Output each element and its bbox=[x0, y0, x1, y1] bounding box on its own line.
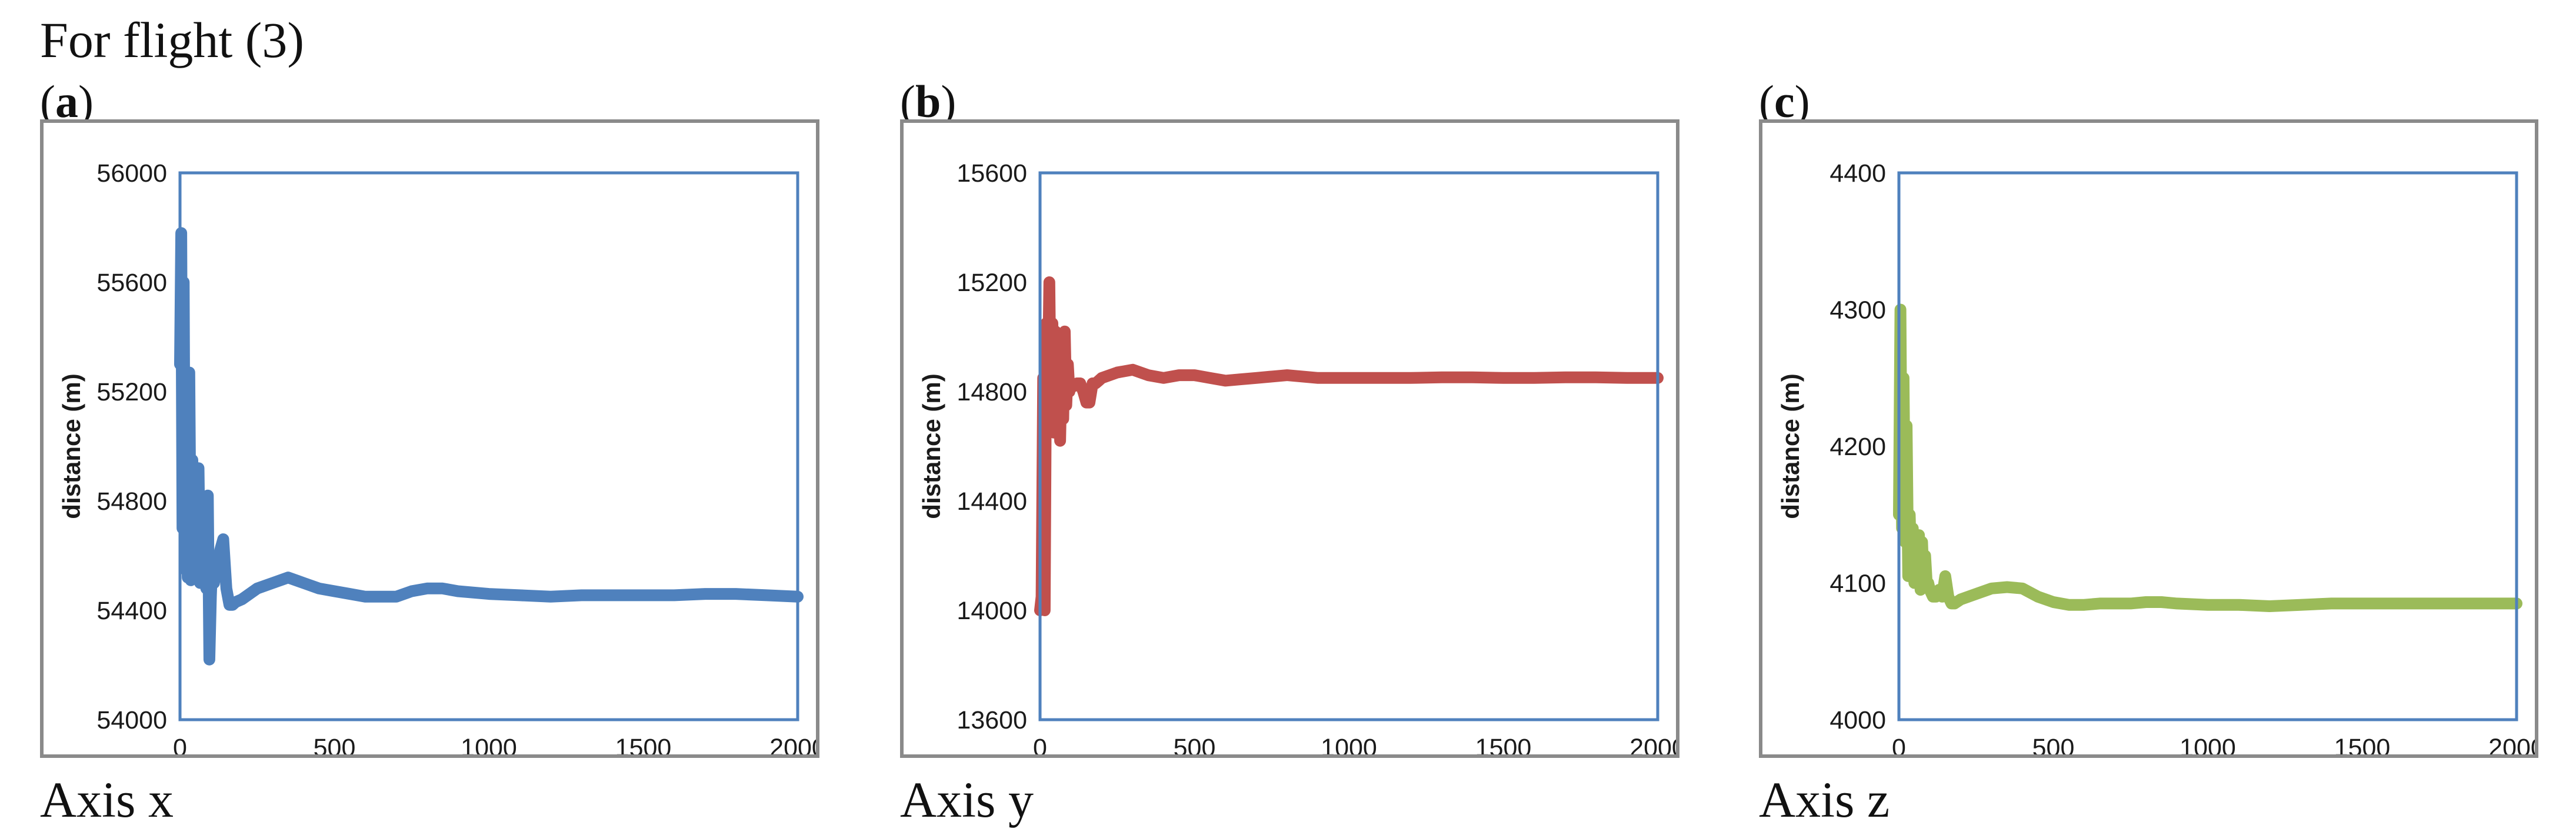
chart-panel-b: 13600 14000 14400 14800 15200 15600 0 500 1000 15… bbox=[900, 119, 1679, 758]
y-tick-label: 4200 bbox=[1829, 433, 1886, 461]
plot-area-border bbox=[1038, 171, 1659, 721]
x-tick-label: 2000 bbox=[769, 734, 816, 754]
y-tick-label: 14000 bbox=[957, 597, 1027, 625]
y-tick-label: 15200 bbox=[957, 269, 1027, 297]
axis-caption-b: Axis y bbox=[900, 771, 1034, 828]
y-tick-label: 13600 bbox=[957, 706, 1027, 734]
x-tick-label: 1000 bbox=[1321, 734, 1377, 754]
x-tick-label: 0 bbox=[1033, 734, 1047, 754]
panel-label-open: ( bbox=[40, 76, 55, 127]
x-tick-label: 0 bbox=[173, 734, 187, 754]
plot-area-border bbox=[178, 171, 799, 721]
panel-label-letter: c bbox=[1774, 76, 1795, 127]
chart-c-svg: 400041004200430044000500100015002000Step… bbox=[1777, 159, 2535, 754]
y-tick-label: 15600 bbox=[957, 159, 1027, 188]
panel-label-open: ( bbox=[900, 76, 915, 127]
panel-label-c: (c) bbox=[1759, 75, 1810, 128]
axis-caption-a: Axis x bbox=[40, 771, 174, 828]
series-line bbox=[1034, 276, 1664, 616]
x-tick-label: 1500 bbox=[2334, 734, 2391, 754]
panel-label-letter: a bbox=[55, 76, 78, 127]
panel-label-letter: b bbox=[915, 76, 941, 127]
axis-caption-c: Axis z bbox=[1759, 771, 1890, 828]
y-tick-label: 14800 bbox=[957, 378, 1027, 406]
x-tick-label: 1500 bbox=[1475, 734, 1532, 754]
y-tick-label: 4100 bbox=[1829, 570, 1886, 598]
y-tick-label: 4300 bbox=[1829, 296, 1886, 325]
chart-panel-c: 400041004200430044000500100015002000Step… bbox=[1759, 119, 2538, 758]
x-tick-label: 500 bbox=[1174, 734, 1216, 754]
chart-panel-a: 54000 54400 54800 55200 55600 56000 0 500 1000 15… bbox=[40, 119, 819, 758]
y-tick-label: 4000 bbox=[1829, 706, 1886, 734]
figure-title: For flight (3) bbox=[40, 12, 305, 68]
panel-label-close: ) bbox=[78, 76, 94, 127]
y-tick-label: 56000 bbox=[96, 159, 167, 188]
panel-label-a: (a) bbox=[40, 75, 94, 128]
x-tick-label: 0 bbox=[1892, 734, 1906, 754]
x-tick-label: 1000 bbox=[461, 734, 517, 754]
panel-label-open: ( bbox=[1759, 76, 1774, 127]
y-tick-label: 14400 bbox=[957, 487, 1027, 516]
panel-label-b: (b) bbox=[900, 75, 956, 128]
y-axis-title: distance (m) bbox=[918, 373, 945, 519]
chart-a-svg: 54000 54400 54800 55200 55600 56000 0 500 1000 15… bbox=[58, 159, 816, 754]
series-line bbox=[174, 227, 804, 666]
x-tick-label: 500 bbox=[314, 734, 356, 754]
y-tick-label: 55600 bbox=[96, 269, 167, 297]
x-tick-label: 1000 bbox=[2180, 734, 2236, 754]
panel-label-close: ) bbox=[941, 76, 957, 127]
x-tick-label: 1500 bbox=[615, 734, 672, 754]
y-axis-title: distance (m) bbox=[1777, 373, 1804, 519]
x-tick-label: 500 bbox=[2032, 734, 2075, 754]
panel-label-close: ) bbox=[1794, 76, 1810, 127]
plot-area-border bbox=[1897, 171, 2518, 721]
x-tick-label: 2000 bbox=[2488, 734, 2535, 754]
chart-b-svg: 13600 14000 14400 14800 15200 15600 0 500 1000 15… bbox=[918, 159, 1676, 754]
y-tick-label: 54400 bbox=[96, 597, 167, 625]
y-tick-label: 54000 bbox=[96, 706, 167, 734]
y-tick-label: 55200 bbox=[96, 378, 167, 406]
y-tick-label: 4400 bbox=[1829, 159, 1886, 188]
series-line bbox=[1893, 303, 2522, 612]
x-tick-label: 2000 bbox=[1629, 734, 1676, 754]
y-axis-title: distance (m) bbox=[58, 373, 85, 519]
y-tick-label: 54800 bbox=[96, 487, 167, 516]
